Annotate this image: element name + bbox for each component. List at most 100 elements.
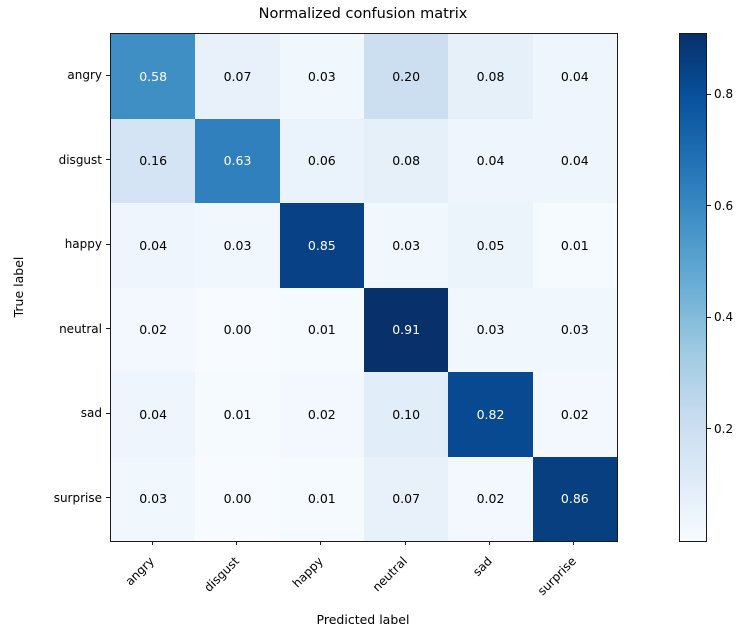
y-tick-label-angry: angry: [67, 68, 102, 83]
heatmap-cell-happy-happy: 0.85: [279, 203, 364, 288]
heatmap-cell-surprise-surprise: 0.86: [532, 456, 617, 541]
heatmap-cell-sad-sad: 0.82: [448, 372, 533, 457]
y-tick-mark: [106, 159, 110, 161]
cell-value: 0.16: [139, 153, 168, 169]
heatmap-cell-angry-disgust: 0.07: [195, 34, 280, 119]
x-tick-mark: [573, 541, 575, 545]
cell-value: 0.63: [223, 153, 252, 169]
colorbar-tick-label: 0.4: [714, 310, 734, 325]
cell-value: 0.03: [307, 68, 336, 84]
x-tick-label-neutral: neutral: [369, 554, 411, 595]
heatmap-cell-neutral-happy: 0.01: [279, 287, 364, 372]
y-tick-mark: [106, 412, 110, 414]
cell-value: 0.85: [307, 237, 336, 253]
cell-value: 0.02: [560, 406, 589, 422]
heatmap-cell-sad-angry: 0.04: [111, 372, 196, 457]
cell-value: 0.02: [307, 406, 336, 422]
heatmap-cell-neutral-disgust: 0.00: [195, 287, 280, 372]
heatmap-cell-sad-disgust: 0.01: [195, 372, 280, 457]
y-tick-label-happy: happy: [64, 237, 102, 252]
colorbar-tick-mark: [707, 205, 711, 207]
cell-value: 0.07: [223, 68, 252, 84]
heatmap-cell-angry-sad: 0.08: [448, 34, 533, 119]
colorbar-tick-label: 0.6: [714, 198, 734, 213]
heatmap-cell-surprise-happy: 0.01: [279, 456, 364, 541]
heatmap-cell-angry-surprise: 0.04: [532, 34, 617, 119]
x-tick-label-surprise: surprise: [534, 554, 579, 599]
cell-value: 0.03: [392, 237, 421, 253]
cell-value: 0.58: [139, 68, 168, 84]
cell-value: 0.01: [560, 237, 589, 253]
cell-value: 0.03: [139, 491, 168, 507]
heatmap-cell-happy-sad: 0.05: [448, 203, 533, 288]
cell-value: 0.01: [223, 406, 252, 422]
heatmap-cell-surprise-sad: 0.02: [448, 456, 533, 541]
cell-value: 0.01: [307, 491, 336, 507]
heatmap-plot: 0.58 0.07 0.03 0.20 0.08 0.04 0.16 0.63 0.06 0.08…: [110, 33, 618, 542]
y-tick-mark: [106, 243, 110, 245]
cell-value: 0.02: [476, 491, 505, 507]
heatmap-cell-neutral-angry: 0.02: [111, 287, 196, 372]
cell-value: 0.04: [139, 406, 168, 422]
colorbar-tick-label: 0.8: [714, 87, 734, 102]
cell-value: 0.02: [139, 322, 168, 338]
x-tick-mark: [320, 541, 322, 545]
cell-value: 0.00: [223, 322, 252, 338]
x-tick-mark: [404, 541, 406, 545]
cell-value: 0.03: [476, 322, 505, 338]
heatmap-cell-angry-neutral: 0.20: [364, 34, 449, 119]
x-axis-label: Predicted label: [316, 612, 410, 627]
x-tick-label-disgust: disgust: [200, 554, 242, 595]
heatmap-cell-disgust-happy: 0.06: [279, 118, 364, 203]
cell-value: 0.82: [476, 406, 505, 422]
x-tick-label-happy: happy: [289, 554, 326, 591]
cell-value: 0.00: [223, 491, 252, 507]
y-tick-label-neutral: neutral: [59, 321, 102, 336]
x-tick-label-sad: sad: [469, 554, 495, 579]
heatmap-cell-happy-neutral: 0.03: [364, 203, 449, 288]
cell-value: 0.04: [560, 153, 589, 169]
heatmap-cell-disgust-neutral: 0.08: [364, 118, 449, 203]
heatmap-cell-neutral-surprise: 0.03: [532, 287, 617, 372]
y-tick-mark: [106, 497, 110, 499]
x-tick-mark: [151, 541, 153, 545]
heatmap-cell-surprise-angry: 0.03: [111, 456, 196, 541]
x-tick-mark: [236, 541, 237, 545]
colorbar-tick-mark: [707, 428, 711, 430]
cell-value: 0.08: [392, 153, 421, 169]
x-tick-label-angry: angry: [122, 554, 158, 589]
heatmap-cell-disgust-angry: 0.16: [111, 118, 196, 203]
heatmap-cell-disgust-sad: 0.04: [448, 118, 533, 203]
cell-value: 0.04: [560, 68, 589, 84]
cell-value: 0.10: [392, 406, 421, 422]
colorbar-tick-mark: [707, 316, 711, 318]
chart-title: Normalized confusion matrix: [258, 6, 468, 22]
cell-value: 0.08: [476, 68, 505, 84]
y-tick-label-disgust: disgust: [58, 152, 102, 167]
colorbar-tick-label: 0.2: [714, 421, 734, 436]
cell-value: 0.07: [392, 491, 421, 507]
y-tick-label-surprise: surprise: [53, 490, 102, 505]
heatmap-cell-sad-surprise: 0.02: [532, 372, 617, 457]
heatmap-cell-sad-neutral: 0.10: [364, 372, 449, 457]
heatmap-cell-surprise-disgust: 0.00: [195, 456, 280, 541]
cell-value: 0.03: [560, 322, 589, 338]
colorbar-tick-mark: [707, 93, 711, 95]
cell-value: 0.91: [392, 322, 421, 338]
cell-value: 0.86: [560, 491, 589, 507]
heatmap-cell-neutral-neutral: 0.91: [364, 287, 449, 372]
heatmap-cell-disgust-surprise: 0.04: [532, 118, 617, 203]
heatmap-cell-happy-disgust: 0.03: [195, 203, 280, 288]
cell-value: 0.06: [307, 153, 336, 169]
heatmap-cell-disgust-disgust: 0.63: [195, 118, 280, 203]
y-tick-mark: [106, 74, 110, 76]
cell-value: 0.03: [223, 237, 252, 253]
heatmap-cell-angry-happy: 0.03: [279, 34, 364, 119]
heatmap-cell-surprise-neutral: 0.07: [364, 456, 449, 541]
heatmap-cell-sad-happy: 0.02: [279, 372, 364, 457]
y-tick-label-sad: sad: [80, 406, 102, 421]
cell-value: 0.20: [392, 68, 421, 84]
cell-value: 0.05: [476, 237, 505, 253]
cell-value: 0.04: [476, 153, 505, 169]
